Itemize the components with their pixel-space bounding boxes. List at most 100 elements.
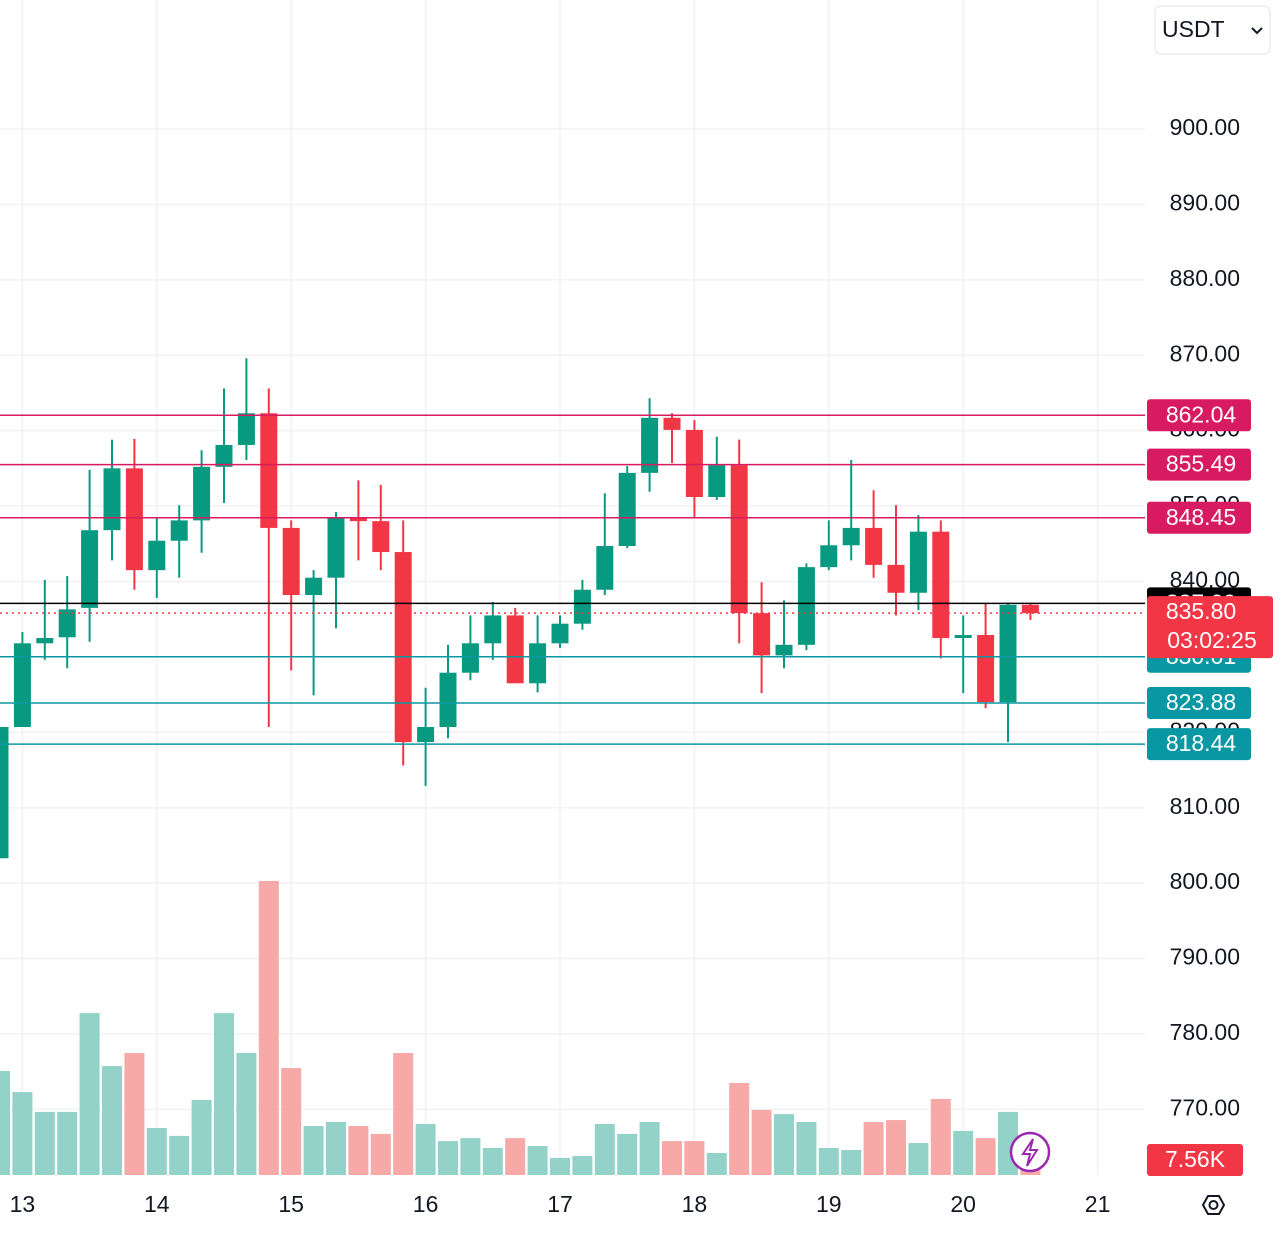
candle-body [932, 531, 950, 639]
lightning-icon[interactable] [1021, 1138, 1039, 1167]
candle-body [170, 520, 188, 541]
volume-bar [370, 1133, 391, 1175]
candle-body [1021, 604, 1039, 614]
x-tick-label: 20 [950, 1191, 976, 1217]
y-tick-label: 800.00 [1170, 868, 1240, 894]
x-tick-label: 17 [547, 1191, 573, 1217]
x-tick-label: 16 [413, 1191, 439, 1217]
volume-bar [617, 1133, 638, 1175]
candle-body [753, 613, 771, 656]
y-tick-label: 790.00 [1170, 944, 1240, 970]
candle-body [618, 472, 636, 547]
candle-body [0, 727, 9, 859]
y-tick-label: 870.00 [1170, 340, 1240, 366]
y-tick-label: 880.00 [1170, 265, 1240, 291]
candle-body [327, 517, 345, 578]
candle-body [484, 615, 502, 644]
price-tag-label: 862.04 [1166, 401, 1237, 427]
candle-body [237, 413, 255, 445]
volume-bar [124, 1052, 145, 1175]
volume-bar [729, 1082, 750, 1175]
settings-dot[interactable] [1208, 1200, 1219, 1210]
candle-body [708, 465, 726, 497]
candle-body [820, 545, 838, 568]
candle-body [551, 623, 569, 644]
y-tick-label: 900.00 [1170, 114, 1240, 140]
y-tick-label: 770.00 [1170, 1094, 1240, 1120]
candle-body [596, 546, 614, 590]
volume-bar [12, 1092, 33, 1175]
price-tag [1147, 687, 1251, 720]
candle-body [417, 727, 435, 743]
lightning-button[interactable] [1009, 1131, 1051, 1173]
volume-bar [0, 1071, 10, 1175]
volume-bar [146, 1127, 167, 1175]
candle-body [305, 577, 323, 596]
volume-bar [303, 1125, 324, 1175]
candle-body [797, 567, 815, 645]
volume-bar [886, 1120, 906, 1175]
candle-body [730, 465, 748, 614]
volume-bar [326, 1122, 346, 1175]
price-tag-label: 823.88 [1166, 689, 1236, 715]
volume-bar [908, 1143, 929, 1175]
candle-body [775, 644, 793, 656]
candle-body [842, 527, 860, 546]
candle-body [641, 417, 659, 473]
volume-bar [796, 1122, 817, 1175]
volume-bar [639, 1122, 660, 1175]
volume-bar [281, 1068, 302, 1175]
candle-body [685, 429, 703, 497]
volume-bar [751, 1109, 772, 1175]
candle-body [954, 635, 972, 639]
last-price-label: 835.80 [1166, 598, 1236, 624]
candle-body [573, 589, 591, 624]
candle-body [506, 615, 524, 684]
y-tick-label: 780.00 [1170, 1019, 1240, 1045]
volume-bar [236, 1052, 257, 1175]
candle-body [103, 468, 121, 531]
x-tick-label: 14 [144, 1191, 170, 1217]
settings-hex[interactable] [1201, 1195, 1226, 1215]
candle-body [282, 527, 300, 596]
volume-tag-label: 7.56K [1165, 1146, 1226, 1172]
settings-button[interactable] [1201, 1195, 1226, 1215]
volume-bar [863, 1122, 884, 1175]
volume-bar [438, 1141, 458, 1175]
volume-bar [348, 1125, 369, 1175]
candle-body [125, 468, 143, 571]
candle-body [148, 540, 166, 571]
x-tick-label: 21 [1085, 1191, 1111, 1217]
y-tick-label: 810.00 [1170, 793, 1240, 819]
y-tick-label: 890.00 [1170, 189, 1240, 215]
volume-bar [482, 1148, 503, 1175]
volume-bar [527, 1146, 548, 1175]
dropdown-box[interactable] [1154, 5, 1271, 55]
volume-bar [258, 880, 279, 1175]
candle-body [13, 643, 31, 728]
volume-bar [550, 1157, 570, 1175]
volume-bar [191, 1100, 212, 1175]
candle-body [439, 672, 457, 728]
volume-tag [1147, 1144, 1243, 1176]
volume-bar [706, 1152, 727, 1175]
dropdown-label[interactable]: USDT [1162, 16, 1225, 42]
volume-bar [460, 1138, 481, 1175]
volume-bar [841, 1150, 862, 1175]
candle-body [349, 517, 367, 522]
x-tick-label: 18 [682, 1191, 708, 1217]
lightning-circle[interactable] [1009, 1131, 1051, 1173]
currency-dropdown[interactable]: USDT [1154, 5, 1271, 55]
x-tick-label: 19 [816, 1191, 842, 1217]
x-tick-label: 15 [278, 1191, 304, 1217]
countdown-label: 03:02:25 [1167, 627, 1257, 653]
dropdown-chevron[interactable] [1251, 27, 1263, 35]
volume-bar [774, 1114, 794, 1175]
candle-body [663, 417, 681, 430]
volume-bar [594, 1124, 615, 1175]
volume-bar [662, 1141, 682, 1175]
candle-body [58, 609, 76, 638]
candle-body [394, 552, 412, 743]
candle-body [260, 413, 278, 528]
